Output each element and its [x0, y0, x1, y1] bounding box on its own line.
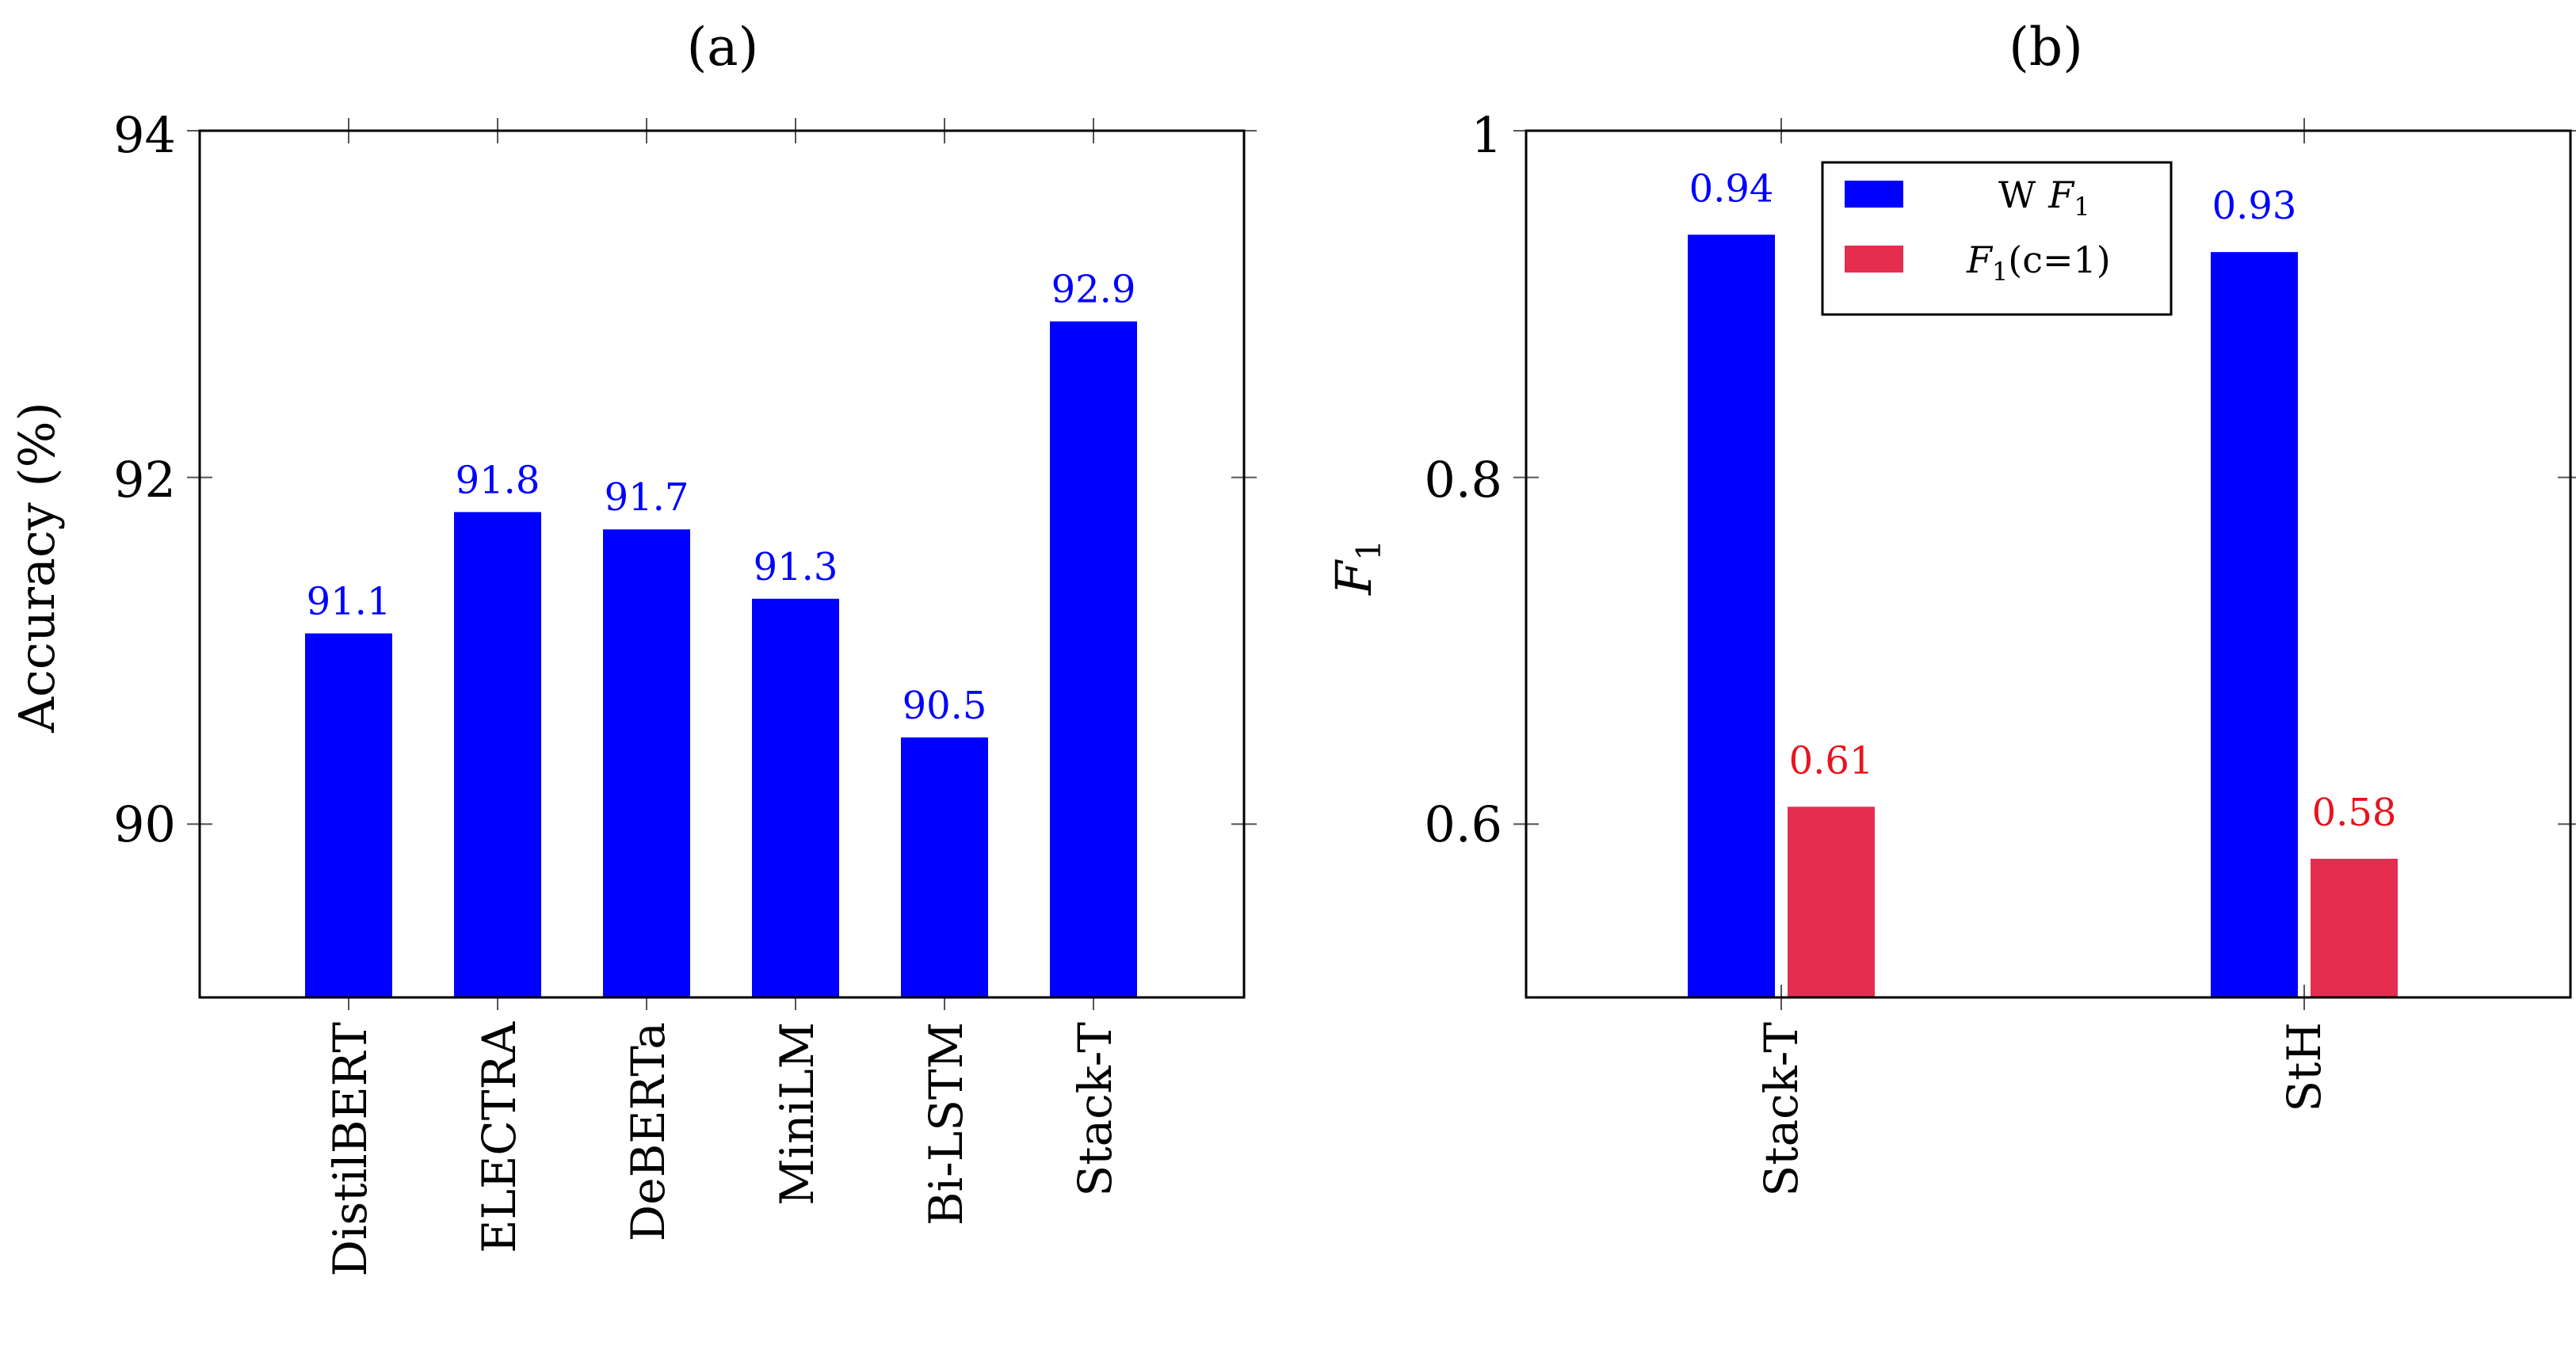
y-tick-label: 92: [113, 451, 176, 509]
bar-f1-c1-stack-t: [1788, 806, 1875, 997]
panel-b-axes-frame: [1525, 129, 2572, 999]
category-label: DeBERTa: [621, 1022, 675, 1241]
category-label: ELECTRA: [472, 1021, 526, 1253]
panel-a-y-tick-labels: 90 92 94: [113, 106, 176, 853]
panel-b-title: (b): [2009, 17, 2083, 78]
data-label: 0.94: [1689, 166, 1774, 211]
panel-b-y-axis-label: F1: [1325, 540, 1388, 596]
category-label: Stack-T: [1068, 1022, 1122, 1197]
panel-b-y-tick-labels: 0.6 0.8 1: [1424, 106, 1502, 853]
panel-a-data-labels: 91.1 91.8 91.7 91.3 90.5 92.9: [307, 268, 1136, 728]
panel-a-bars: [305, 321, 1137, 997]
y-tick-label: 90: [113, 795, 176, 853]
bar-minilm: [752, 598, 839, 997]
data-label: 0.58: [2312, 791, 2397, 835]
y-tick-label: 1: [1471, 106, 1502, 164]
bar-electra: [454, 512, 541, 997]
panel-a-category-labels: DistilBERT ELECTRA DeBERTa MiniLM Bi-LST…: [323, 1021, 1122, 1277]
category-label: Stack-T: [1754, 1022, 1808, 1197]
panel-a-title: (a): [687, 17, 759, 78]
legend-label-f1-c1: F1(c=1): [1966, 238, 2111, 287]
panel-a: (a) Accuracy (%) 91.1 91.8 91.7 91.3 90.5 92.…: [8, 17, 1257, 1277]
legend-label-w-f1: W F1: [1998, 173, 2090, 222]
data-label: 92.9: [1051, 268, 1136, 312]
category-label: Bi-LSTM: [919, 1022, 973, 1226]
data-label: 91.1: [307, 580, 391, 624]
bar-deberta: [603, 529, 690, 997]
legend: W F1 F1(c=1): [1821, 161, 2173, 316]
bar-w-f1-sth: [2211, 252, 2298, 997]
legend-swatch-w-f1: [1845, 181, 1903, 208]
panel-b-bars: [1688, 235, 2398, 997]
bar-f1-c1-sth: [2311, 858, 2398, 997]
panel-b-data-labels: 0.94 0.61 0.93 0.58: [1689, 166, 2397, 835]
category-label: StH: [2277, 1022, 2331, 1112]
data-label: 0.93: [2212, 184, 2297, 228]
category-label: MiniLM: [770, 1022, 824, 1206]
data-label: 0.61: [1789, 738, 1874, 783]
y-tick-label: 94: [113, 106, 176, 164]
data-label: 90.5: [903, 684, 987, 728]
panel-a-y-axis-label: Accuracy (%): [8, 402, 66, 734]
category-label: DistilBERT: [323, 1022, 377, 1277]
bar-w-f1-stack-t: [1688, 235, 1775, 997]
panel-b: (b) F1 0.940.610.930.58 0.6 0.8 1 Stack-…: [1325, 17, 2576, 1196]
bar-distilbert: [305, 633, 392, 997]
y-tick-label: 0.6: [1424, 795, 1502, 853]
data-label: 91.7: [605, 475, 689, 520]
data-label: 91.8: [456, 458, 540, 502]
y-tick-label: 0.8: [1424, 451, 1502, 509]
panel-b-category-labels: Stack-T StH: [1754, 1022, 2331, 1197]
legend-swatch-f1-c1: [1845, 246, 1903, 273]
bar-stack-t: [1050, 321, 1137, 997]
data-label: 91.3: [754, 545, 838, 589]
bar-bi-lstm: [901, 737, 988, 997]
panel-a-axes-frame: [198, 129, 1246, 999]
